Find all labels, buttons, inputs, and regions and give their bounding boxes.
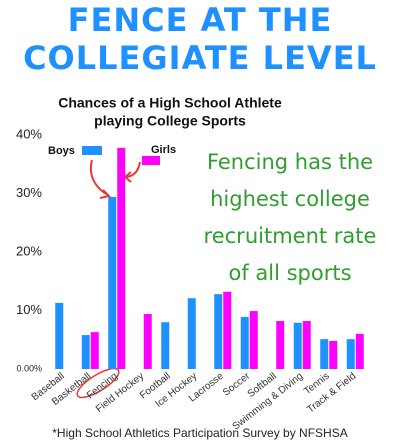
annotation: recruitment rate <box>204 224 377 248</box>
y-tick-label: 30% <box>16 185 42 200</box>
legend-label: Boys <box>48 145 75 157</box>
arrow <box>89 159 109 196</box>
bar <box>117 147 126 369</box>
bar <box>293 322 302 369</box>
y-tick-label: 40% <box>16 126 42 141</box>
annotation: Fencing has the <box>207 150 373 174</box>
y-tick-label: 10% <box>16 302 42 317</box>
chart-subtitle: playing College Sports <box>94 113 246 129</box>
bar <box>355 333 364 369</box>
bar <box>302 321 311 369</box>
legend-label: Girls <box>151 144 176 156</box>
bar <box>329 340 338 369</box>
bar <box>81 335 90 369</box>
bar <box>55 302 64 369</box>
bar <box>346 339 355 369</box>
arrow <box>125 161 141 178</box>
annotation: highest college <box>210 187 370 211</box>
bar <box>187 298 196 369</box>
bar <box>320 339 329 369</box>
bar <box>223 291 232 369</box>
bar <box>161 322 170 369</box>
y-tick-label: 20% <box>16 243 42 258</box>
arrow-head <box>99 189 111 199</box>
bar <box>90 332 99 369</box>
bar <box>214 294 223 369</box>
footnote: *High School Athletics Participation Sur… <box>52 426 347 440</box>
bar <box>108 197 117 369</box>
bar <box>249 311 258 369</box>
annotation: of all sports <box>228 261 351 285</box>
chart-title: COLLEGIATE LEVEL <box>23 39 377 77</box>
bar <box>143 314 152 369</box>
chart-title: FENCE AT THE <box>68 1 333 39</box>
chart-subtitle: Chances of a High School Athlete <box>58 95 282 111</box>
y-tick-label: 0.00% <box>16 363 42 373</box>
legend-swatch <box>82 146 102 155</box>
highlight-circle <box>76 367 120 399</box>
bar <box>276 321 285 369</box>
bar <box>240 316 249 369</box>
legend-swatch <box>142 156 160 165</box>
